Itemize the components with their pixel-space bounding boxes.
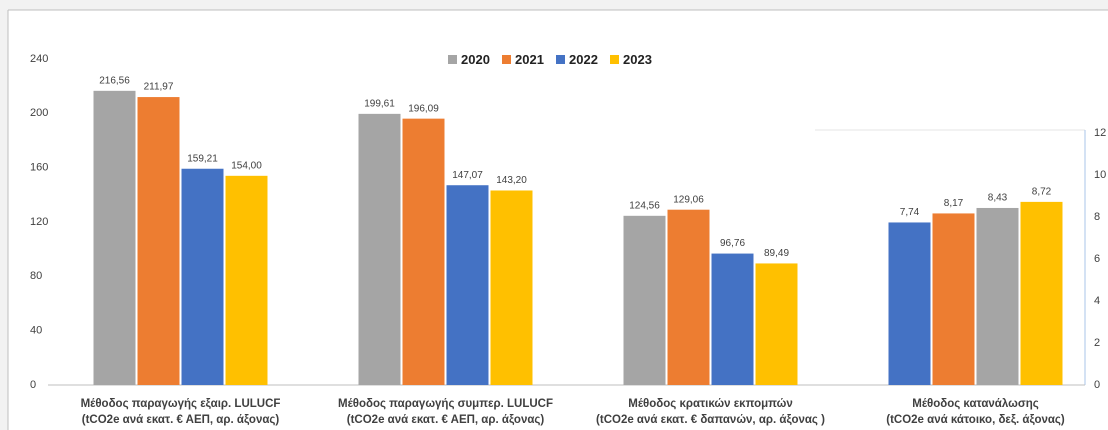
data-label: 89,49: [764, 248, 789, 259]
bar: [402, 118, 445, 386]
x-tick-label: Μέθοδος παραγωγής εξαιρ. LULUCF: [81, 398, 281, 410]
bar: [358, 113, 401, 385]
data-label: 199,61: [364, 99, 395, 110]
data-label: 159,21: [187, 153, 218, 164]
legend-swatch: [556, 55, 565, 64]
y-tick-label: 120: [30, 216, 48, 228]
y2-tick-label: 6: [1094, 253, 1100, 265]
x-tick-label: Μέθοδος κατανάλωσης: [912, 398, 1038, 410]
bar: [932, 213, 975, 385]
bar: [1020, 201, 1063, 385]
x-tick-label: Μέθοδος παραγωγής συμπερ. LULUCF: [338, 398, 553, 410]
bar: [93, 90, 136, 386]
bar: [888, 222, 931, 385]
x-tick-label: (tCO2e ανά εκατ. € ΑΕΠ, αρ. άξονας): [82, 414, 280, 426]
legend-label: 2022: [569, 52, 598, 67]
y2-tick-label: 10: [1094, 169, 1106, 181]
bar: [137, 97, 180, 385]
y2-tick-label: 4: [1094, 295, 1100, 307]
y2-tick-label: 12: [1094, 127, 1106, 139]
x-tick-label: (tCO2e ανά εκατ. € ΑΕΠ, αρ. άξονας): [347, 414, 545, 426]
bar: [711, 253, 754, 385]
data-label: 8,17: [944, 198, 964, 209]
bar: [623, 215, 666, 385]
y-tick-label: 40: [30, 325, 42, 337]
x-tick-label: (tCO2e ανά κάτοικο, δεξ. άξονας): [886, 414, 1065, 426]
data-label: 154,00: [231, 160, 262, 171]
data-label: 7,74: [900, 207, 920, 218]
y-tick-label: 160: [30, 162, 48, 174]
data-label: 211,97: [144, 82, 174, 93]
data-label: 8,72: [1032, 187, 1052, 198]
y-tick-label: 240: [30, 53, 48, 65]
legend-swatch: [610, 55, 619, 64]
legend-swatch: [448, 55, 457, 64]
data-label: 216,56: [99, 75, 130, 86]
data-label: 143,20: [496, 175, 527, 186]
data-label: 96,76: [720, 238, 745, 249]
y2-tick-label: 8: [1094, 211, 1100, 223]
data-label: 196,09: [408, 103, 439, 114]
y2-tick-label: 2: [1094, 337, 1100, 349]
bar: [755, 263, 798, 385]
bar: [181, 168, 224, 385]
bar: [667, 209, 710, 385]
y-tick-label: 0: [30, 379, 36, 391]
bar: [976, 207, 1019, 385]
y-tick-label: 200: [30, 107, 48, 119]
data-label: 124,56: [629, 200, 660, 211]
bar: [446, 185, 489, 385]
data-label: 129,06: [673, 194, 704, 205]
y-tick-label: 80: [30, 270, 42, 282]
bar: [490, 190, 533, 385]
data-label: 147,07: [452, 170, 483, 181]
bar: [225, 175, 268, 385]
y2-tick-label: 0: [1094, 379, 1100, 391]
legend-label: 2021: [515, 52, 544, 67]
x-tick-label: Μέθοδος κρατικών εκπομπών: [628, 398, 792, 410]
legend-swatch: [502, 55, 511, 64]
x-tick-label: (tCO2e ανά εκατ. € δαπανών, αρ. άξονας ): [596, 414, 825, 426]
data-label: 8,43: [988, 193, 1008, 204]
legend-label: 2020: [461, 52, 490, 67]
legend-label: 2023: [623, 52, 652, 67]
